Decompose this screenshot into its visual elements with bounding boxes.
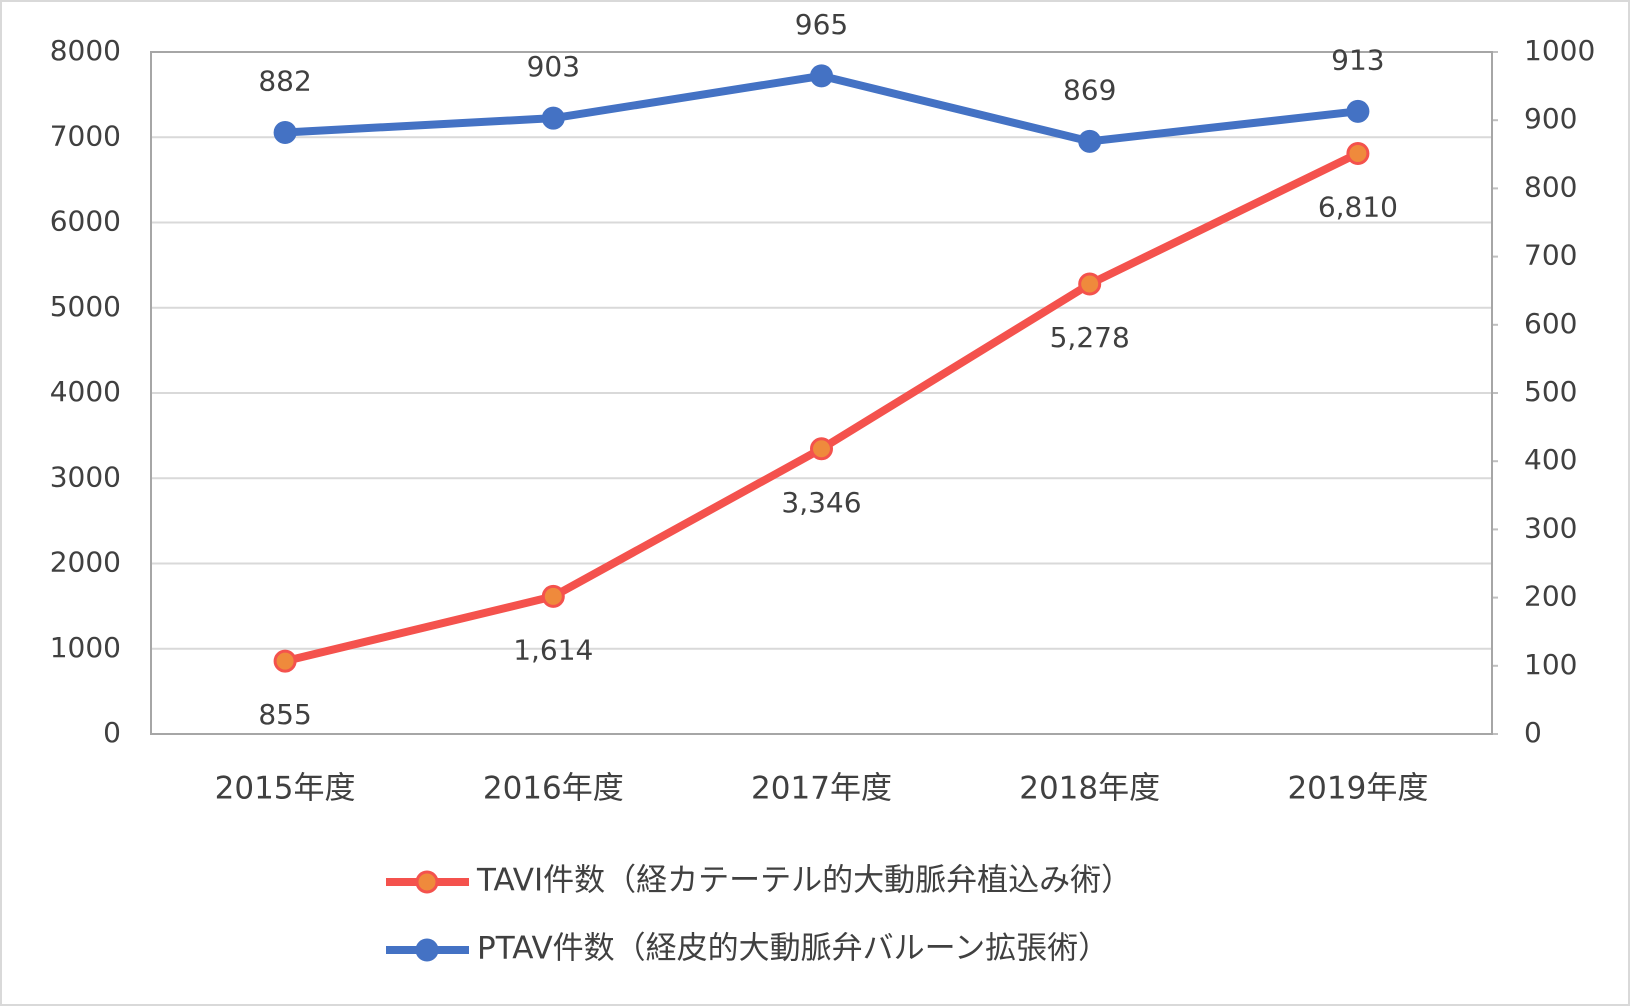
data-point (810, 437, 833, 461)
data-point (1078, 129, 1102, 153)
y-tick-label: 8000 (50, 34, 121, 67)
data-label: 903 (527, 50, 580, 83)
data-label: 965 (795, 8, 848, 41)
data-label: 869 (1063, 73, 1116, 106)
data-label: 6,810 (1318, 190, 1398, 223)
legend-label: PTAV件数（経皮的大動脈弁バルーン拡張術） (477, 931, 1109, 967)
data-label: 3,346 (781, 486, 861, 519)
y2-tick-label: 800 (1524, 170, 1577, 203)
legend-label: TAVI件数（経カテーテル的大動脈弁植込み術） (476, 863, 1132, 899)
y2-tick-label: 500 (1524, 375, 1577, 408)
y-tick-label: 2000 (50, 546, 121, 579)
y2-tick-label: 100 (1524, 648, 1577, 681)
data-point (541, 106, 565, 130)
x-tick-label: 2016年度 (483, 771, 624, 807)
x-tick-label: 2017年度 (751, 771, 892, 807)
y-tick-label: 0 (103, 716, 121, 749)
y2-tick-label: 900 (1524, 102, 1577, 135)
y2-tick-label: 0 (1524, 716, 1542, 749)
x-tick-label: 2019年度 (1287, 771, 1428, 807)
y-tick-label: 3000 (50, 460, 121, 493)
data-label: 882 (258, 64, 311, 97)
y2-tick-label: 400 (1524, 443, 1577, 476)
data-point (273, 649, 297, 673)
data-point (1346, 99, 1370, 123)
y-tick-label: 5000 (50, 290, 121, 323)
y-tick-label: 4000 (50, 375, 121, 408)
data-point (1078, 272, 1102, 296)
x-tick-label: 2015年度 (215, 771, 356, 807)
y2-tick-label: 1000 (1524, 34, 1595, 67)
legend-marker (415, 870, 439, 894)
data-label: 855 (258, 698, 311, 731)
data-label: 1,614 (513, 633, 593, 666)
y2-tick-label: 600 (1524, 307, 1577, 340)
legend-marker (415, 938, 439, 962)
y-tick-label: 7000 (50, 119, 121, 152)
data-point (273, 120, 297, 144)
y2-tick-label: 300 (1524, 511, 1577, 544)
data-label: 5,278 (1050, 321, 1130, 354)
data-point (541, 584, 565, 608)
y2-tick-label: 200 (1524, 580, 1577, 613)
data-point (1346, 141, 1370, 165)
plot-border (150, 51, 1493, 735)
y2-tick-label: 700 (1524, 239, 1577, 272)
data-point (810, 64, 833, 88)
y-tick-label: 1000 (50, 631, 121, 664)
y-tick-label: 6000 (50, 205, 121, 238)
x-tick-label: 2018年度 (1019, 771, 1160, 807)
data-label: 913 (1331, 43, 1384, 76)
